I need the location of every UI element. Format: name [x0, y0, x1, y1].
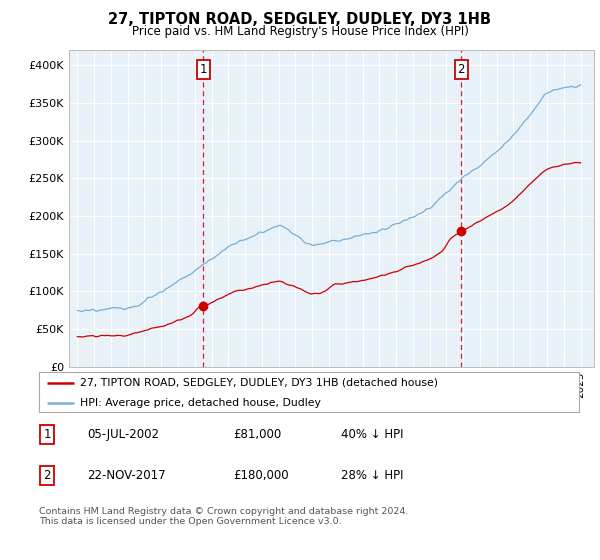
- Text: 2: 2: [43, 469, 51, 482]
- Text: Price paid vs. HM Land Registry's House Price Index (HPI): Price paid vs. HM Land Registry's House …: [131, 25, 469, 38]
- Text: 22-NOV-2017: 22-NOV-2017: [88, 469, 166, 482]
- Text: 05-JUL-2002: 05-JUL-2002: [88, 428, 160, 441]
- Text: £81,000: £81,000: [233, 428, 281, 441]
- Text: 28% ↓ HPI: 28% ↓ HPI: [341, 469, 404, 482]
- Text: 1: 1: [43, 428, 51, 441]
- Text: 27, TIPTON ROAD, SEDGLEY, DUDLEY, DY3 1HB: 27, TIPTON ROAD, SEDGLEY, DUDLEY, DY3 1H…: [109, 12, 491, 27]
- Text: Contains HM Land Registry data © Crown copyright and database right 2024.
This d: Contains HM Land Registry data © Crown c…: [39, 507, 409, 526]
- Text: £180,000: £180,000: [233, 469, 289, 482]
- Text: 1: 1: [200, 63, 207, 76]
- Text: 2: 2: [458, 63, 465, 76]
- Text: 40% ↓ HPI: 40% ↓ HPI: [341, 428, 404, 441]
- Text: HPI: Average price, detached house, Dudley: HPI: Average price, detached house, Dudl…: [79, 398, 320, 408]
- Text: 27, TIPTON ROAD, SEDGLEY, DUDLEY, DY3 1HB (detached house): 27, TIPTON ROAD, SEDGLEY, DUDLEY, DY3 1H…: [79, 378, 437, 388]
